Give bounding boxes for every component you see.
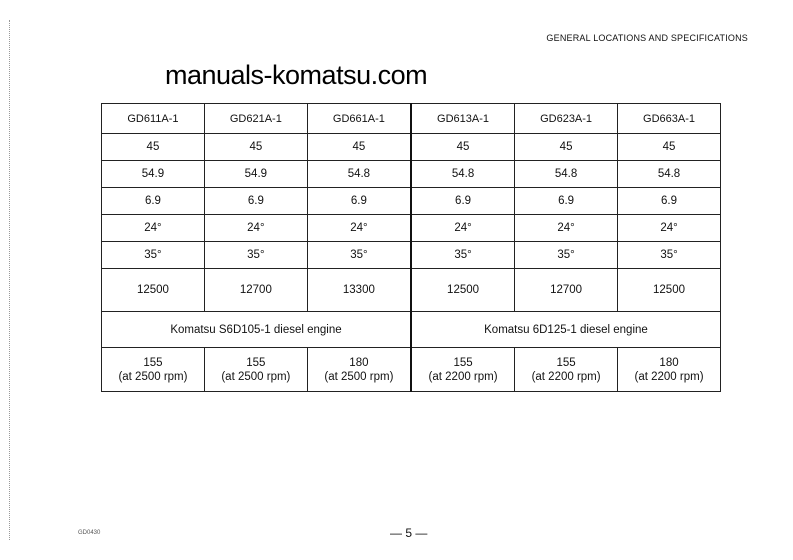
table-row: 54.9 54.9 54.8 54.8 54.8 54.8 <box>101 160 721 188</box>
table-cell: 35° <box>409 241 516 269</box>
table-cell: 6.9 <box>409 187 516 215</box>
table-cell: 24° <box>617 214 721 242</box>
power-cell: 155 (at 2200 rpm) <box>409 347 516 392</box>
table-cell: 12500 <box>409 268 516 312</box>
engine-cell: Komatsu 6D125-1 diesel engine <box>409 311 721 348</box>
table-cell: 24° <box>409 214 516 242</box>
table-row: 6.9 6.9 6.9 6.9 6.9 6.9 <box>101 187 721 215</box>
document-code: GD0430 <box>78 530 101 536</box>
power-cell: 155 (at 2200 rpm) <box>514 347 619 392</box>
model-row: GD611A-1 GD621A-1 GD661A-1 GD613A-1 GD623A-1… <box>101 103 721 134</box>
table-cell: 54.9 <box>101 160 205 188</box>
power-rpm: (at 2200 rpm) <box>634 370 704 383</box>
table-cell: 12500 <box>617 268 721 312</box>
table-cell: 35° <box>617 241 721 269</box>
engine-cell: Komatsu S6D105-1 diesel engine <box>100 311 412 348</box>
table-cell: 6.9 <box>203 187 308 215</box>
table-row: 45 45 45 45 45 45 <box>101 133 721 161</box>
table-cell: 35° <box>514 241 619 269</box>
table-row: 24° 24° 24° 24° 24° 24° <box>101 214 721 242</box>
table-cell: 45 <box>306 133 412 161</box>
power-rpm: (at 2200 rpm) <box>531 370 601 383</box>
model-header: GD621A-1 <box>203 103 308 134</box>
power-value: 180 <box>349 356 369 369</box>
table-cell: 35° <box>306 241 412 269</box>
model-header: GD613A-1 <box>409 103 516 134</box>
spec-table: GD611A-1 GD621A-1 GD661A-1 GD613A-1 GD623A-1… <box>100 103 721 392</box>
model-header: GD661A-1 <box>306 103 412 134</box>
power-value: 155 <box>246 356 266 369</box>
power-rpm: (at 2500 rpm) <box>221 370 291 383</box>
table-cell: 24° <box>203 214 308 242</box>
power-cell: 155 (at 2500 rpm) <box>101 347 205 392</box>
table-cell: 54.8 <box>514 160 619 188</box>
watermark: manuals-komatsu.com <box>165 60 428 90</box>
power-value: 155 <box>556 356 576 369</box>
power-cell: 180 (at 2500 rpm) <box>306 347 412 392</box>
table-cell: 24° <box>101 214 205 242</box>
table-cell: 6.9 <box>101 187 205 215</box>
table-row: 12500 12700 13300 12500 12700 12500 <box>101 268 721 312</box>
table-cell: 13300 <box>306 268 412 312</box>
table-cell: 54.8 <box>306 160 412 188</box>
table-cell: 6.9 <box>514 187 619 215</box>
model-header: GD663A-1 <box>617 103 721 134</box>
table-cell: 54.9 <box>203 160 308 188</box>
table-cell: 24° <box>514 214 619 242</box>
model-header: GD623A-1 <box>514 103 619 134</box>
table-cell: 12700 <box>203 268 308 312</box>
table-cell: 54.8 <box>617 160 721 188</box>
table-cell: 35° <box>101 241 205 269</box>
power-value: 180 <box>659 356 679 369</box>
power-cell: 180 (at 2200 rpm) <box>617 347 721 392</box>
section-header: GENERAL LOCATIONS AND SPECIFICATIONS <box>546 33 748 43</box>
table-cell: 45 <box>101 133 205 161</box>
table-cell: 54.8 <box>409 160 516 188</box>
table-cell: 12500 <box>101 268 205 312</box>
engine-row: Komatsu S6D105-1 diesel engine Komatsu 6… <box>100 311 721 348</box>
power-cell: 155 (at 2500 rpm) <box>203 347 308 392</box>
table-cell: 45 <box>409 133 516 161</box>
binding-marks <box>9 20 14 540</box>
power-value: 155 <box>453 356 473 369</box>
table-row: 35° 35° 35° 35° 35° 35° <box>101 241 721 269</box>
table-cell: 35° <box>203 241 308 269</box>
power-rpm: (at 2500 rpm) <box>324 370 394 383</box>
table-cell: 45 <box>617 133 721 161</box>
page-number: — 5 — <box>390 526 428 540</box>
table-cell: 45 <box>203 133 308 161</box>
table-cell: 6.9 <box>617 187 721 215</box>
table-cell: 45 <box>514 133 619 161</box>
power-rpm: (at 2200 rpm) <box>428 370 498 383</box>
power-value: 155 <box>143 356 163 369</box>
power-rpm: (at 2500 rpm) <box>118 370 188 383</box>
power-row: 155 (at 2500 rpm) 155 (at 2500 rpm) 180 (at 2… <box>101 347 721 392</box>
table-cell: 6.9 <box>306 187 412 215</box>
table-cell: 12700 <box>514 268 619 312</box>
model-header: GD611A-1 <box>101 103 205 134</box>
table-cell: 24° <box>306 214 412 242</box>
